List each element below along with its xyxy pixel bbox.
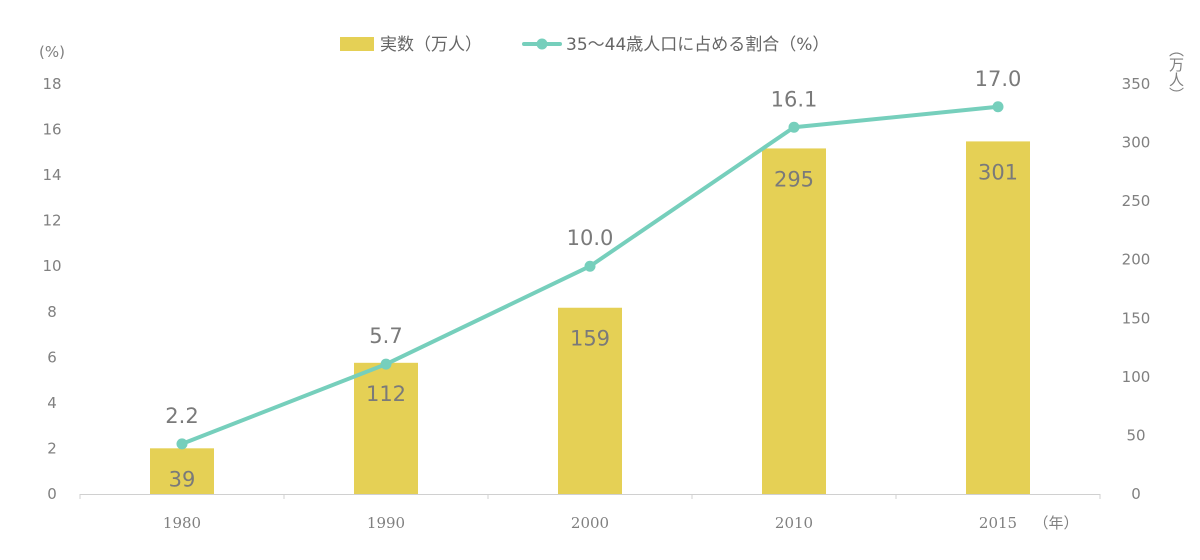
bar (150, 448, 214, 494)
legend-swatch-bars (340, 37, 374, 51)
left-axis-tick-label: 4 (47, 394, 57, 412)
line-value-label: 10.0 (567, 226, 614, 250)
x-axis-tick-label: 2015 (979, 514, 1017, 532)
bar (558, 307, 622, 494)
line-point (380, 358, 392, 370)
right-axis-tick-label: 0 (1131, 485, 1141, 503)
bar-value-label: 159 (570, 327, 610, 351)
left-axis-unit: (%) (39, 43, 65, 61)
bar-value-label: 301 (978, 160, 1018, 184)
line-point (176, 438, 188, 450)
left-axis-tick-label: 18 (42, 75, 61, 93)
line-value-label: 16.1 (771, 87, 818, 111)
line-value-label: 2.2 (165, 404, 198, 428)
right-axis-tick-label: 300 (1122, 134, 1151, 152)
left-axis-tick-label: 12 (42, 212, 61, 230)
left-axis-tick-label: 2 (47, 439, 57, 457)
right-axis-unit: （万人） (1167, 42, 1185, 102)
right-axis-tick-label: 350 (1122, 75, 1151, 93)
legend-label-line: 35〜44歳人口に占める割合（%） (566, 35, 829, 55)
line-point (584, 260, 596, 272)
bar (966, 141, 1030, 494)
x-axis-tick-label: 1990 (367, 514, 405, 532)
bar-value-label: 295 (774, 167, 814, 191)
left-axis-tick-label: 10 (42, 257, 61, 275)
left-axis-tick-label: 16 (42, 121, 61, 139)
line-point (992, 101, 1004, 113)
left-axis-tick-label: 14 (42, 166, 61, 184)
line-value-label: 17.0 (975, 67, 1022, 91)
right-axis-tick-label: 250 (1122, 192, 1151, 210)
x-axis-tick-label: 2010 (775, 514, 813, 532)
line-point (788, 121, 800, 133)
line-value-label: 5.7 (369, 324, 402, 348)
bar-value-label: 112 (366, 382, 406, 406)
x-axis-unit: （年） (1033, 514, 1078, 532)
right-axis-tick-label: 50 (1126, 426, 1145, 444)
x-axis-tick-label: 2000 (571, 514, 609, 532)
right-axis-tick-label: 150 (1122, 309, 1151, 327)
left-axis-tick-label: 8 (47, 303, 57, 321)
legend-label-bars: 実数（万人） (380, 35, 482, 55)
x-axis-tick-label: 1980 (163, 514, 201, 532)
right-axis-tick-label: 100 (1122, 368, 1151, 386)
legend-swatch-line-marker (536, 38, 548, 50)
right-axis-tick-label: 200 (1122, 251, 1151, 269)
left-axis-tick-label: 0 (47, 485, 57, 503)
bar (762, 148, 826, 494)
left-axis-tick-label: 6 (47, 348, 57, 366)
bar-value-label: 39 (169, 467, 196, 491)
bar (354, 362, 418, 494)
